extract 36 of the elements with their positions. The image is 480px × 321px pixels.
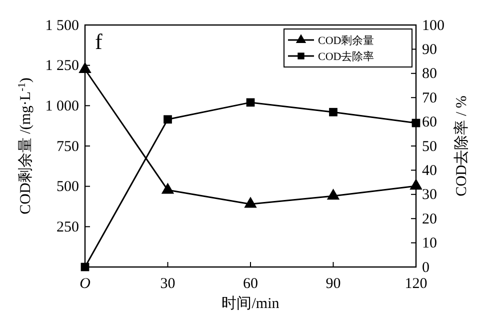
x-tick-label: 60 [243,276,258,292]
point [80,262,90,272]
y2-tick-label: 100 [422,18,444,34]
y2-tick-label: 40 [422,163,437,179]
y2-tick-label: 10 [422,236,437,252]
y2-tick-label: 60 [422,114,437,131]
point [164,115,172,124]
x-axis-title: 时间/min [222,295,280,312]
y2-tick-label: 90 [422,42,437,58]
x-tick-label: 90 [326,276,341,292]
legend-label: COD去除率 [318,50,374,63]
point [244,196,257,208]
y2-tick-label: 0 [422,260,430,276]
x-tick-label: O [80,276,91,292]
point [410,178,422,190]
y2-tick-label: 50 [422,138,437,155]
x-tick-label: 30 [160,276,176,292]
y2-tick-label: 30 [422,187,437,204]
legend-label: COD剩余量 [318,35,374,47]
y-tick-label: 250 [56,219,79,236]
y-tick-label: 1 500 [45,18,79,34]
y-tick-label: 1 250 [45,58,79,74]
point [246,98,255,107]
y2-tick-label: 80 [422,66,437,82]
y-tick-label: 500 [56,179,79,196]
point [78,62,92,74]
point [329,108,338,116]
y-tick-label: 750 [56,138,79,155]
y-tick-label: 1 000 [45,98,79,114]
y2-tick-label: 70 [422,90,437,106]
y2-axis-title: COD去除率 / % [453,96,470,196]
y2-tick-label: 20 [422,211,437,228]
x-tick-label: 120 [404,276,428,292]
annotation: f [95,29,103,54]
point [326,188,340,200]
point [161,182,174,194]
